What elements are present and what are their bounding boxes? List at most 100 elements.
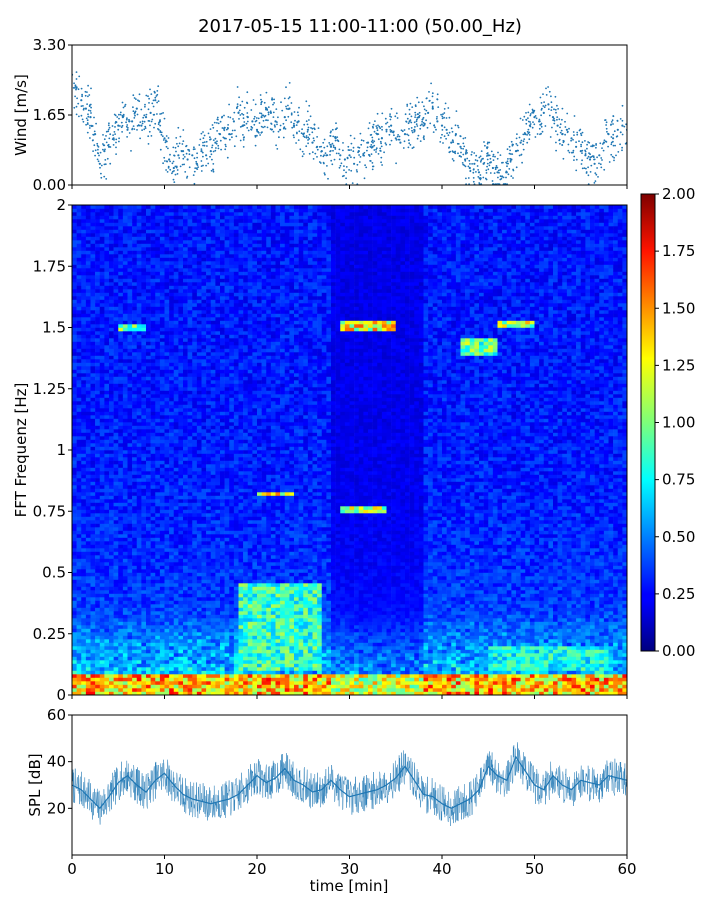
heatmap-cell bbox=[81, 272, 86, 276]
heatmap-cell bbox=[165, 345, 170, 349]
heatmap-cell bbox=[174, 338, 179, 342]
wind-point bbox=[396, 112, 398, 114]
heatmap-cell bbox=[151, 643, 156, 647]
heatmap-cell bbox=[141, 398, 146, 402]
heatmap-cell bbox=[160, 478, 165, 482]
heatmap-cell bbox=[183, 510, 188, 514]
heatmap-cell bbox=[146, 667, 151, 671]
wind-point bbox=[348, 149, 350, 151]
heatmap-cell bbox=[104, 377, 109, 381]
wind-point bbox=[222, 127, 224, 129]
heatmap-cell bbox=[104, 401, 109, 405]
heatmap-cell bbox=[174, 223, 179, 227]
heatmap-cell bbox=[123, 566, 128, 570]
heatmap-cell bbox=[183, 405, 188, 409]
heatmap-cell bbox=[137, 496, 142, 500]
heatmap-cell bbox=[95, 653, 100, 657]
wind-point bbox=[247, 121, 249, 123]
wind-point bbox=[408, 147, 410, 149]
heatmap-cell bbox=[104, 380, 109, 384]
heatmap-cell bbox=[169, 377, 174, 381]
heatmap-cell bbox=[81, 618, 86, 622]
wind-point bbox=[609, 161, 611, 163]
wind-point bbox=[216, 143, 218, 145]
heatmap-cell bbox=[72, 562, 77, 566]
heatmap-cell bbox=[72, 492, 77, 496]
heatmap-cell bbox=[160, 657, 165, 661]
heatmap-cell bbox=[178, 667, 183, 671]
heatmap-cell bbox=[128, 496, 133, 500]
wind-point bbox=[339, 154, 341, 156]
wind-point bbox=[600, 157, 602, 159]
heatmap-cell bbox=[137, 233, 142, 237]
heatmap-cell bbox=[81, 226, 86, 230]
wind-point bbox=[110, 146, 112, 148]
heatmap-cell bbox=[100, 296, 105, 300]
wind-point bbox=[575, 141, 577, 143]
heatmap-cell bbox=[155, 331, 160, 335]
heatmap-cell bbox=[114, 625, 119, 629]
heatmap-cell bbox=[146, 559, 151, 563]
heatmap-cell bbox=[91, 412, 96, 416]
heatmap-cell bbox=[141, 272, 146, 276]
wind-point bbox=[322, 156, 324, 158]
wind-point bbox=[97, 149, 99, 151]
wind-point bbox=[194, 157, 196, 159]
heatmap-cell bbox=[95, 300, 100, 304]
heatmap-cell bbox=[128, 660, 133, 664]
heatmap-cell bbox=[118, 314, 123, 318]
wind-y-tick-label: 3.30 bbox=[33, 36, 66, 54]
heatmap-cell bbox=[123, 303, 128, 307]
heatmap-cell bbox=[128, 534, 133, 538]
heatmap-cell bbox=[155, 450, 160, 454]
heatmap-cell bbox=[141, 678, 146, 682]
heatmap-cell bbox=[165, 527, 170, 531]
wind-point bbox=[453, 160, 455, 162]
heatmap-cell bbox=[174, 622, 179, 626]
wind-point bbox=[277, 116, 279, 118]
wind-point bbox=[573, 131, 575, 133]
heatmap-cell bbox=[178, 338, 183, 342]
heatmap-cell bbox=[174, 667, 179, 671]
heatmap-cell bbox=[91, 328, 96, 332]
heatmap-cell bbox=[77, 321, 82, 325]
heatmap-cell bbox=[169, 328, 174, 332]
wind-point bbox=[225, 144, 227, 146]
heatmap-cell bbox=[183, 387, 188, 391]
heatmap-cell bbox=[100, 419, 105, 423]
heatmap-cell bbox=[165, 506, 170, 510]
heatmap-cell bbox=[183, 629, 188, 633]
heatmap-cell bbox=[174, 289, 179, 293]
heatmap-cell bbox=[169, 503, 174, 507]
wind-point bbox=[202, 156, 204, 158]
heatmap-cell bbox=[132, 240, 137, 244]
wind-point bbox=[308, 105, 310, 107]
heatmap-cell bbox=[77, 650, 82, 654]
heatmap-cell bbox=[95, 499, 100, 503]
heatmap-cell bbox=[95, 412, 100, 416]
heatmap-cell bbox=[141, 643, 146, 647]
heatmap-cell bbox=[169, 349, 174, 353]
heatmap-cell bbox=[174, 664, 179, 668]
heatmap-cell bbox=[72, 513, 77, 517]
heatmap-cell bbox=[178, 555, 183, 559]
heatmap-cell bbox=[114, 531, 119, 535]
wind-point bbox=[452, 158, 454, 160]
heatmap-cell bbox=[86, 660, 91, 664]
heatmap-cell bbox=[141, 622, 146, 626]
heatmap-cell bbox=[104, 422, 109, 426]
heatmap-cell bbox=[160, 517, 165, 521]
wind-point bbox=[432, 96, 434, 98]
heatmap-cell bbox=[169, 391, 174, 395]
heatmap-cell bbox=[109, 391, 114, 395]
heatmap-cell bbox=[146, 604, 151, 608]
heatmap-cell bbox=[123, 688, 128, 692]
heatmap-cell bbox=[77, 212, 82, 216]
heatmap-cell bbox=[123, 569, 128, 573]
wind-point bbox=[347, 146, 349, 148]
heatmap-cell bbox=[183, 429, 188, 433]
heatmap-cell bbox=[178, 485, 183, 489]
heatmap-cell bbox=[86, 681, 91, 685]
wind-point bbox=[311, 131, 313, 133]
heatmap-cell bbox=[141, 475, 146, 479]
